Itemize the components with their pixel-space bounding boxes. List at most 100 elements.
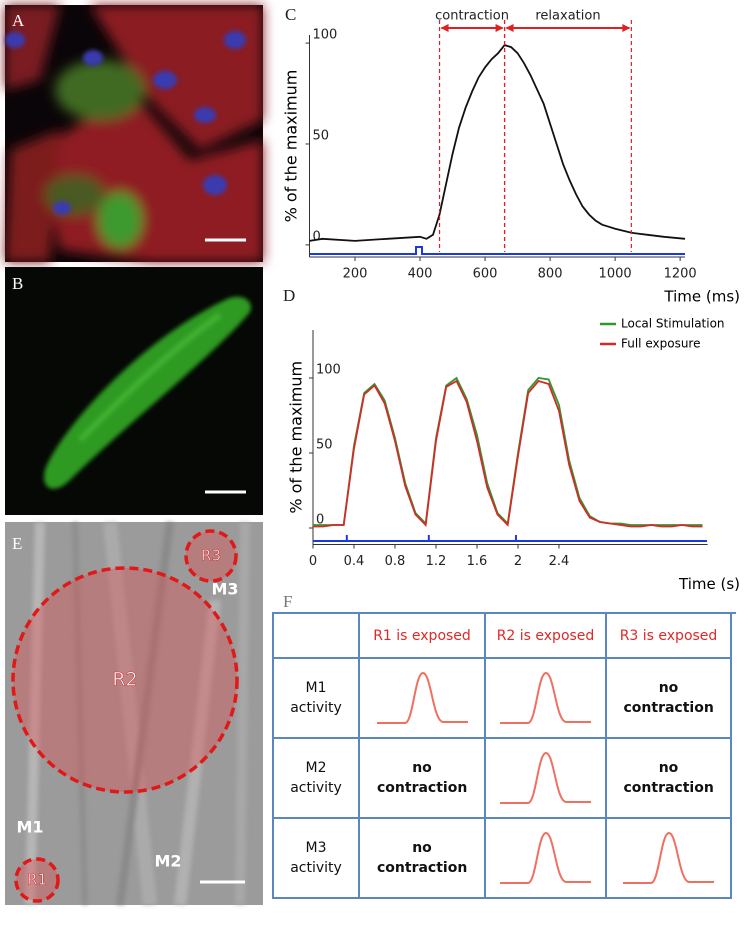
- no-contraction-text: no contraction: [623, 760, 714, 796]
- panel-label: D: [283, 286, 295, 305]
- x-tick-label: 1.6: [467, 554, 488, 569]
- y-tick-label: 50: [313, 128, 330, 143]
- red-stain: [5, 130, 60, 262]
- row-header-cell: M3 activity: [274, 819, 360, 899]
- y-tick-label: 0: [316, 513, 324, 528]
- cell-label: M2: [154, 852, 181, 871]
- y-axis-title: % of the maximum: [287, 361, 306, 514]
- fiber: [103, 521, 157, 906]
- column-header: R1 is exposed: [360, 614, 486, 659]
- contraction-curve: [376, 671, 468, 724]
- panel-e-labels: R1 R2 R3 M1 M2 M3: [11, 529, 239, 903]
- contraction-curve: [500, 831, 591, 884]
- nucleus: [194, 107, 216, 123]
- row-header-cell: M1 activity: [274, 659, 360, 739]
- annotation-label: relaxation: [535, 9, 600, 24]
- panel-e-image: [5, 521, 263, 906]
- annotation-label: contraction: [435, 9, 509, 24]
- fibers: [25, 521, 250, 906]
- stimulus-trace: [310, 246, 685, 255]
- panel-label: F: [283, 592, 292, 611]
- table-cell: no contraction: [360, 819, 486, 899]
- table-cell: [607, 819, 732, 899]
- table-cell: [486, 659, 607, 739]
- data-line: [313, 379, 703, 528]
- y-axis-title: % of the maximum: [282, 70, 301, 223]
- table-cell: [486, 819, 607, 899]
- y-tick-label: 100: [316, 363, 341, 378]
- nucleus: [53, 201, 71, 215]
- region-label: R2: [112, 669, 137, 691]
- panel-label: C: [285, 5, 296, 24]
- exposure-region: [184, 529, 238, 583]
- curve-path: [500, 751, 591, 804]
- curve-path: [623, 831, 714, 884]
- panel-label: A: [12, 11, 25, 30]
- region-label: R3: [201, 547, 221, 565]
- green-stain: [98, 192, 142, 248]
- cell-highlight: [77, 312, 222, 443]
- row-label: M2 activity: [290, 760, 342, 796]
- x-tick-label: 2.4: [549, 554, 570, 569]
- activity-table: R1 is exposed R2 is exposed R3 is exposed M…: [272, 612, 736, 899]
- exposure-region: [14, 857, 60, 903]
- y-tick-label: 100: [313, 28, 338, 43]
- legend-label: Local Stimulation: [621, 317, 725, 331]
- curve-path: [376, 671, 468, 724]
- data-line: [313, 376, 703, 526]
- x-tick-label: 0.4: [344, 554, 365, 569]
- y-tick-label: 0: [313, 229, 321, 244]
- nucleus: [203, 175, 227, 195]
- no-contraction-text: no contraction: [377, 840, 468, 876]
- table-cell: [486, 739, 607, 819]
- table-cell: no contraction: [607, 739, 732, 819]
- no-contraction-text: no contraction: [623, 680, 714, 716]
- panel-label: B: [12, 274, 23, 293]
- no-contraction-text: no contraction: [377, 760, 468, 796]
- x-tick-label: 800: [538, 267, 563, 282]
- data-line: [309, 44, 686, 242]
- region-label: R1: [27, 871, 47, 889]
- x-axis-title: Time (s): [678, 575, 740, 593]
- table-cell: no contraction: [360, 739, 486, 819]
- panel-label: E: [12, 534, 22, 553]
- nucleus: [153, 71, 177, 89]
- curve-path: [500, 831, 591, 884]
- fiber: [116, 521, 174, 906]
- x-tick-label: 1200: [664, 267, 697, 282]
- x-tick-label: 600: [473, 267, 498, 282]
- red-stain: [40, 90, 263, 262]
- column-header: R3 is exposed: [607, 614, 732, 659]
- contraction-curve: [500, 671, 591, 724]
- row-label: M3 activity: [290, 840, 342, 876]
- y-tick-label: 50: [316, 438, 333, 453]
- red-stain: [5, 5, 60, 90]
- table-cell: [360, 659, 486, 739]
- x-tick-label: 2: [514, 554, 522, 569]
- x-tick-label: 0: [309, 554, 317, 569]
- nucleus: [5, 32, 25, 48]
- x-tick-label: 200: [343, 267, 368, 282]
- cell: [44, 296, 251, 489]
- curve-path: [500, 671, 591, 724]
- fiber: [174, 599, 221, 906]
- cell-label: M3: [211, 580, 238, 599]
- row-header-cell: M2 activity: [274, 739, 360, 819]
- exposure-region: [11, 566, 239, 794]
- nucleus: [224, 31, 246, 49]
- legend-label: Full exposure: [621, 337, 700, 351]
- x-tick-label: 1000: [599, 267, 632, 282]
- fiber: [25, 521, 45, 906]
- x-tick-label: 400: [408, 267, 433, 282]
- x-tick-label: 1.2: [426, 554, 447, 569]
- fiber: [235, 521, 250, 906]
- cell-label: M1: [16, 818, 43, 837]
- panel-a-image: [5, 5, 263, 262]
- x-tick-label: 0.8: [385, 554, 406, 569]
- x-axis-title: Time (ms): [663, 288, 740, 306]
- contraction-curve: [500, 751, 591, 804]
- table-cell: no contraction: [607, 659, 732, 739]
- column-header: R2 is exposed: [486, 614, 607, 659]
